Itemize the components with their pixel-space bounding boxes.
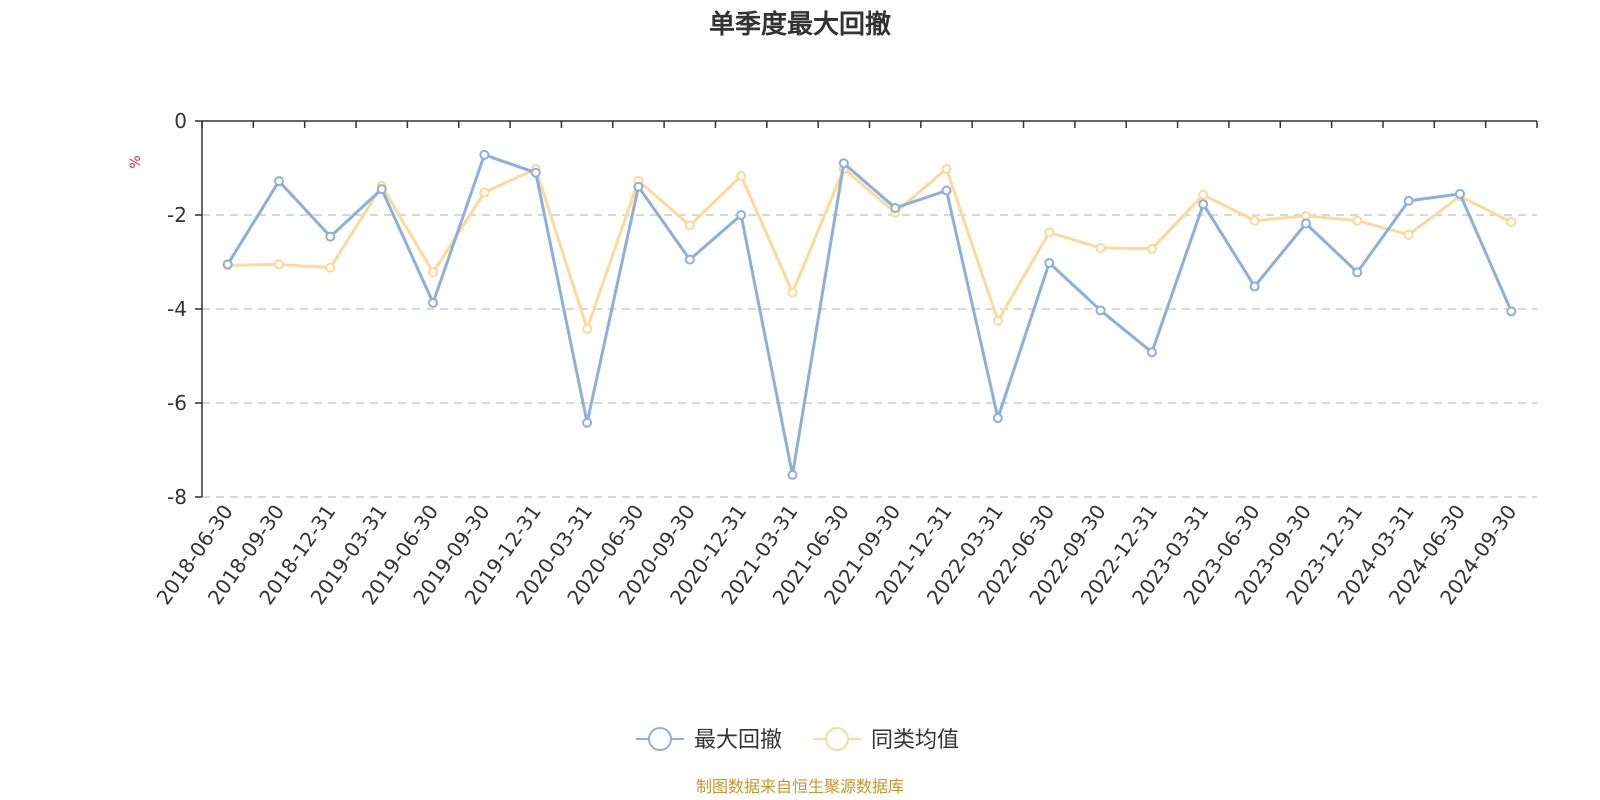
data-point[interactable] — [787, 287, 798, 298]
data-point[interactable] — [992, 413, 1003, 424]
data-point[interactable] — [890, 202, 901, 213]
data-point[interactable] — [1198, 199, 1209, 210]
data-point[interactable] — [1300, 218, 1311, 229]
data-point[interactable] — [1403, 195, 1414, 206]
data-point[interactable] — [633, 181, 644, 192]
data-point[interactable] — [787, 469, 798, 480]
data-point[interactable] — [325, 231, 336, 242]
data-point[interactable] — [376, 184, 387, 195]
y-axis-label: % — [128, 155, 144, 168]
data-point[interactable] — [1352, 267, 1363, 278]
data-point[interactable] — [1146, 243, 1157, 254]
series-line — [227, 167, 1512, 331]
series-line — [226, 153, 1513, 477]
data-point[interactable] — [1095, 242, 1106, 253]
data-point[interactable] — [274, 176, 285, 187]
data-point[interactable] — [684, 220, 695, 231]
data-point[interactable] — [274, 259, 285, 270]
data-point[interactable] — [582, 417, 593, 428]
legend-label: 同类均值 — [871, 728, 959, 753]
y-tick-label: -2 — [167, 203, 187, 227]
data-point[interactable] — [1249, 281, 1260, 292]
series-1 — [222, 163, 1517, 334]
y-tick-label: 0 — [174, 109, 187, 133]
data-point[interactable] — [941, 185, 952, 196]
data-point[interactable] — [1454, 188, 1465, 199]
data-point[interactable] — [736, 210, 747, 220]
data-point[interactable] — [428, 267, 439, 278]
axes: 0-2-4-6-82018-06-302018-09-302018-12-312… — [151, 109, 1538, 609]
grid-lines — [202, 214, 1537, 498]
y-tick-label: -4 — [167, 297, 187, 321]
series-0 — [222, 149, 1517, 480]
data-point[interactable] — [428, 297, 439, 308]
data-point[interactable] — [1403, 229, 1414, 240]
data-point[interactable] — [736, 170, 747, 181]
data-point[interactable] — [582, 323, 593, 334]
legend-label: 最大回撤 — [694, 728, 782, 753]
data-point[interactable] — [530, 167, 541, 178]
data-point[interactable] — [479, 149, 490, 160]
data-point[interactable] — [1198, 189, 1209, 200]
data-point[interactable] — [1095, 305, 1106, 316]
series-lines — [222, 149, 1517, 480]
data-point[interactable] — [1249, 215, 1260, 226]
data-point[interactable] — [479, 187, 490, 198]
data-point[interactable] — [222, 259, 233, 270]
data-point[interactable] — [838, 158, 849, 169]
legend[interactable]: 最大回撤 同类均值 — [636, 727, 959, 753]
data-point[interactable] — [1506, 217, 1517, 228]
data-point[interactable] — [1146, 347, 1157, 358]
data-source: 制图数据来自恒生聚源数据库 — [696, 777, 904, 796]
data-point[interactable] — [684, 254, 695, 265]
chart-title: 单季度最大回撤 — [709, 9, 891, 40]
legend-item[interactable]: 同类均值 — [813, 727, 959, 753]
data-point[interactable] — [1044, 227, 1055, 238]
data-point[interactable] — [992, 315, 1003, 326]
y-tick-label: -6 — [167, 391, 187, 415]
data-point[interactable] — [1044, 257, 1055, 268]
data-point[interactable] — [1352, 215, 1363, 226]
legend-marker — [648, 727, 672, 751]
data-point[interactable] — [325, 262, 336, 273]
legend-item[interactable]: 最大回撤 — [636, 727, 782, 753]
data-point[interactable] — [941, 163, 952, 174]
y-tick-label: -8 — [167, 485, 187, 509]
legend-marker — [825, 727, 849, 751]
data-point[interactable] — [1506, 306, 1517, 317]
